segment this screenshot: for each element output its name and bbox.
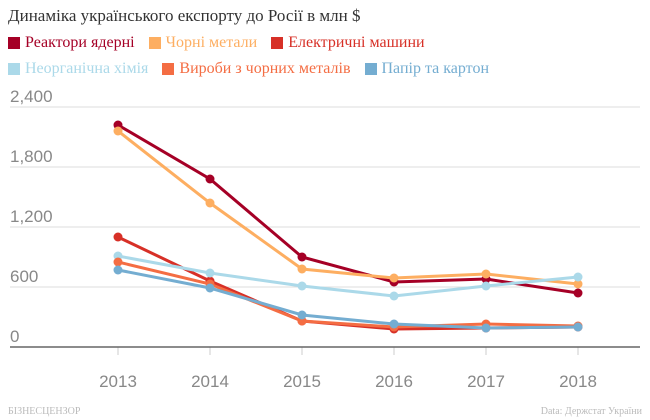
legend-item: Реактори ядерні bbox=[8, 34, 135, 52]
data-point bbox=[113, 265, 123, 275]
legend-label: Чорні метали bbox=[165, 34, 258, 51]
legend-swatch bbox=[364, 63, 377, 75]
legend-swatch bbox=[162, 63, 175, 75]
footer-brand: БІЗНЕСЦЕНЗОР bbox=[8, 406, 81, 417]
series-line bbox=[117, 254, 579, 298]
legend-label: Електричні машини bbox=[288, 34, 425, 51]
y-tick-label: 2,400 bbox=[10, 87, 53, 106]
x-tick-label: 2014 bbox=[191, 372, 229, 391]
x-tick-label: 2013 bbox=[99, 372, 137, 391]
legend-swatch bbox=[271, 37, 284, 49]
y-tick-label: 0 bbox=[10, 327, 19, 346]
data-point bbox=[389, 291, 399, 301]
legend-item: Папір та картон bbox=[364, 60, 490, 78]
data-point bbox=[481, 269, 491, 279]
data-point bbox=[481, 281, 491, 291]
legend-label: Неорганічна хімія bbox=[25, 60, 149, 77]
data-point bbox=[297, 310, 307, 320]
x-tick-label: 2015 bbox=[283, 372, 321, 391]
series-line bbox=[117, 260, 579, 329]
legend-item: Чорні метали bbox=[148, 34, 258, 52]
data-point bbox=[113, 126, 123, 136]
legend-item: Вироби з чорних металів bbox=[162, 60, 351, 78]
data-point bbox=[113, 232, 123, 242]
data-point bbox=[481, 323, 491, 333]
legend-swatch bbox=[8, 63, 20, 75]
data-point bbox=[205, 198, 215, 208]
data-point bbox=[573, 279, 583, 289]
legend-row-1: Реактори ядерні Чорні метали Електричні … bbox=[8, 34, 425, 52]
legend-item: Неорганічна хімія bbox=[8, 60, 148, 78]
x-tick-label: 2017 bbox=[467, 372, 505, 391]
footer-source: Data: Держстат України bbox=[540, 406, 642, 417]
series-line bbox=[117, 123, 579, 295]
legend-item: Електричні машини bbox=[271, 34, 425, 52]
legend-label: Вироби з чорних металів bbox=[179, 60, 351, 77]
y-tick-label: 1,200 bbox=[10, 207, 53, 226]
data-point bbox=[297, 264, 307, 274]
legend-swatch bbox=[8, 37, 20, 49]
data-point bbox=[205, 174, 215, 184]
data-point bbox=[205, 283, 215, 293]
series-line bbox=[117, 268, 579, 330]
data-point bbox=[297, 281, 307, 291]
series-line bbox=[117, 129, 579, 286]
legend-label: Папір та картон bbox=[381, 60, 490, 77]
data-point bbox=[573, 322, 583, 332]
data-point bbox=[389, 273, 399, 283]
legend-row-2: Неорганічна хімія Вироби з чорних металі… bbox=[8, 60, 489, 78]
data-point bbox=[297, 252, 307, 262]
x-tick-label: 2018 bbox=[559, 372, 597, 391]
chart-title: Динаміка українського експорту до Росії … bbox=[8, 6, 361, 25]
y-tick-label: 1,800 bbox=[10, 147, 53, 166]
data-point bbox=[389, 319, 399, 329]
data-point bbox=[205, 268, 215, 278]
legend-swatch bbox=[148, 37, 161, 49]
legend-label: Реактори ядерні bbox=[25, 34, 135, 51]
data-point bbox=[113, 257, 123, 267]
data-point bbox=[573, 272, 583, 282]
x-tick-label: 2016 bbox=[375, 372, 413, 391]
data-point bbox=[573, 288, 583, 298]
y-tick-label: 600 bbox=[10, 267, 38, 286]
